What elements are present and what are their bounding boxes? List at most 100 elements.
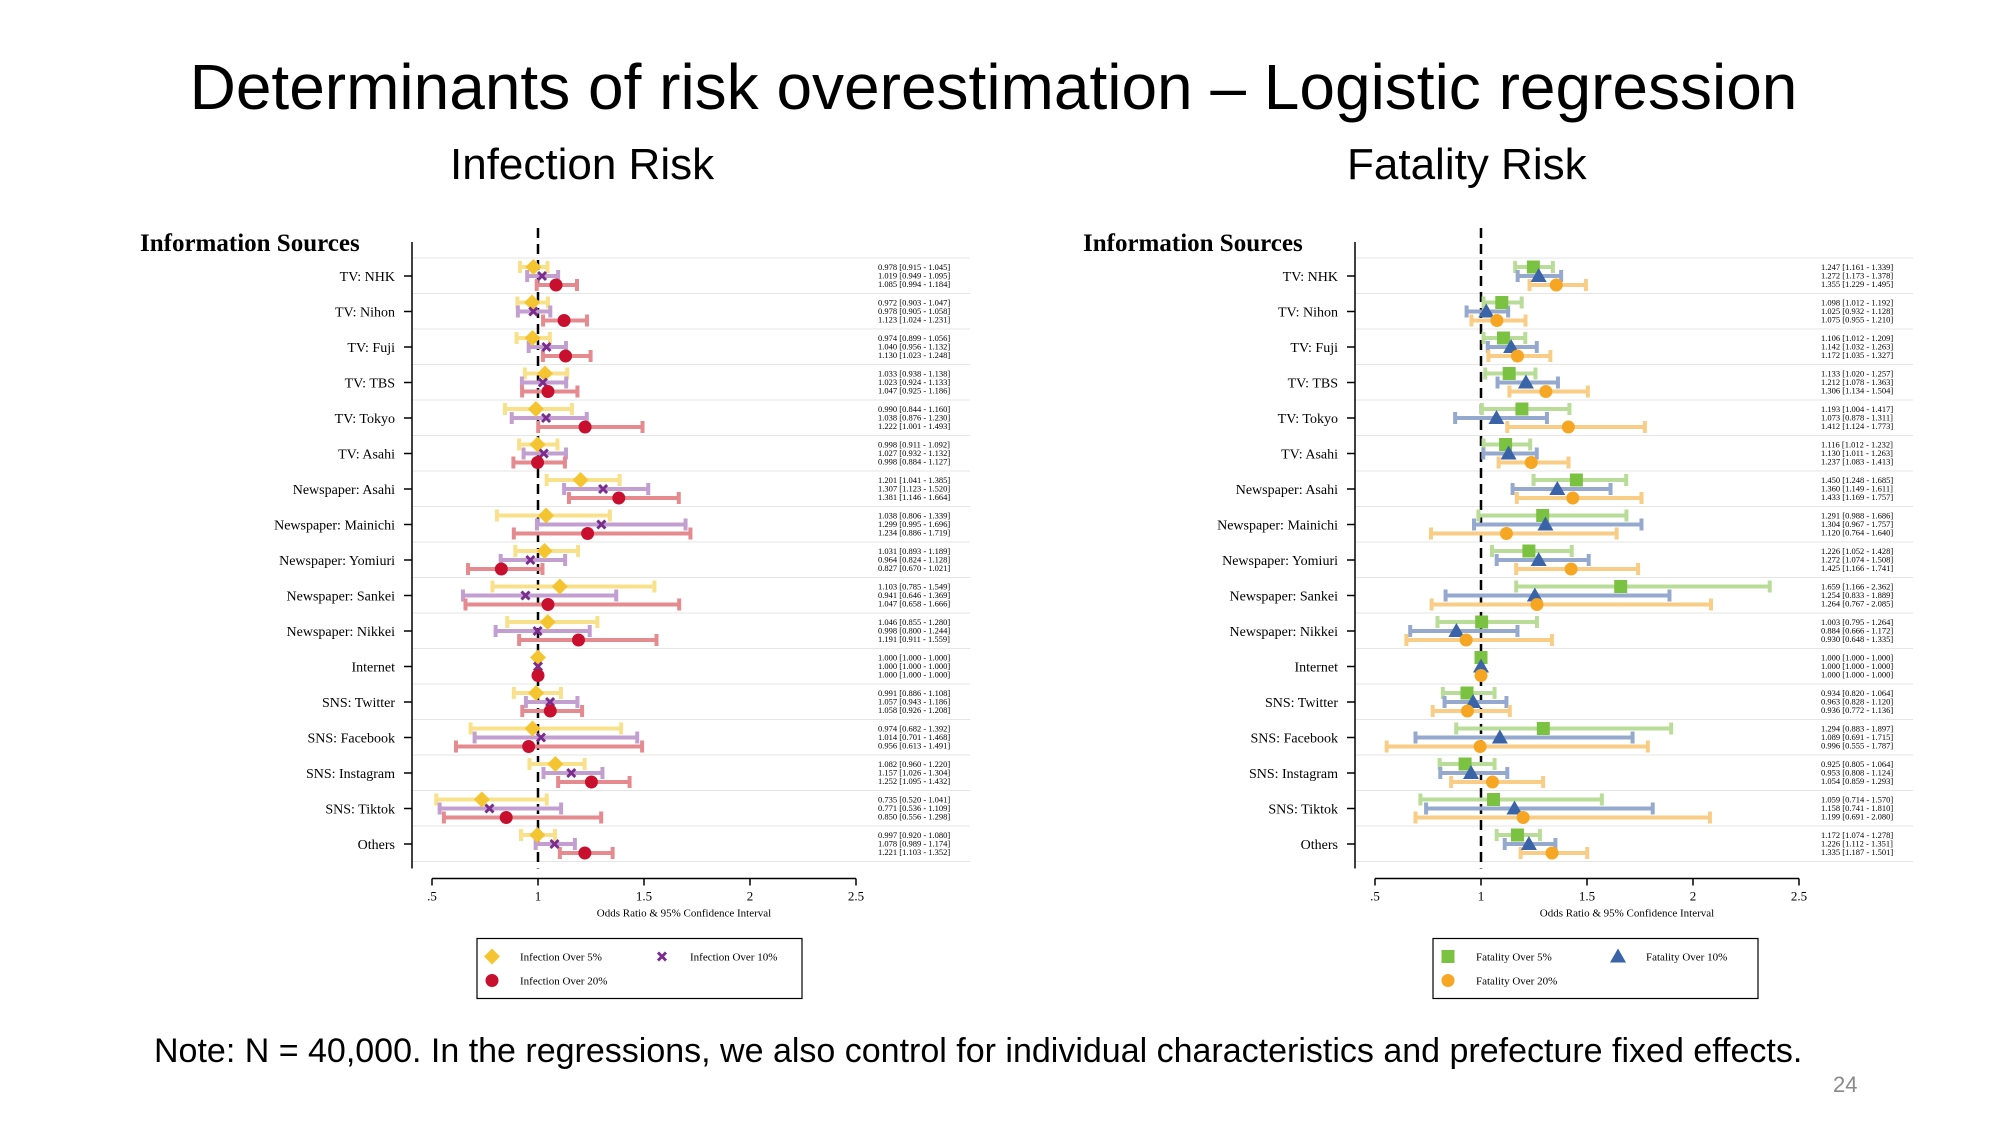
point-marker <box>578 846 592 860</box>
category-label: TV: TBS <box>1288 377 1338 392</box>
ci-text: 1.040 [0.956 - 1.132] <box>878 342 950 352</box>
point-marker <box>1539 385 1553 398</box>
point-marker <box>549 278 563 292</box>
ci-text: 0.930 [0.648 - 1.335] <box>1821 634 1893 644</box>
chart-title-fatality: Fatality Risk <box>1347 140 1587 189</box>
category-label: Newspaper: Mainichi <box>274 519 395 534</box>
x-tick-label: 2.5 <box>848 889 864 904</box>
point-marker <box>1448 623 1465 637</box>
y-axis-title: Information Sources <box>1083 230 1303 257</box>
ci-text: 0.936 [0.772 - 1.136] <box>1821 705 1893 715</box>
chart-title-infection: Infection Risk <box>450 140 715 189</box>
point-marker <box>520 590 531 601</box>
category-label: TV: Nihon <box>1278 306 1338 321</box>
ci-text: 1.433 [1.169 - 1.757] <box>1821 492 1893 502</box>
ci-text: 0.998 [0.884 - 1.127] <box>878 457 950 467</box>
ci-text: 0.974 [0.682 - 1.392] <box>878 724 950 734</box>
x-tick-label: 1.5 <box>1579 889 1595 904</box>
ci-text: 1.054 [0.859 - 1.293] <box>1821 776 1893 786</box>
ci-text: 1.212 [1.078 - 1.363] <box>1821 377 1893 387</box>
ci-text: 0.991 [0.886 - 1.108] <box>878 688 950 698</box>
point-marker <box>1561 420 1575 434</box>
ci-text: 1.172 [1.074 - 1.278] <box>1821 830 1893 840</box>
ci-text: 1.252 [1.095 - 1.432] <box>878 776 950 786</box>
point-marker <box>1614 580 1628 593</box>
point-marker <box>1496 331 1510 345</box>
point-marker <box>1502 367 1516 380</box>
point-marker <box>1485 775 1499 789</box>
ci-text: 1.254 [0.833 - 1.889] <box>1821 590 1893 600</box>
point-marker <box>541 385 555 398</box>
ci-text: 1.381 [1.146 - 1.664] <box>878 492 950 502</box>
point-marker <box>1459 633 1473 647</box>
ci-text: 1.193 [1.004 - 1.417] <box>1821 404 1893 414</box>
point-marker <box>1473 658 1489 673</box>
ci-text: 1.038 [0.876 - 1.230] <box>878 413 950 423</box>
point-marker <box>494 562 508 576</box>
point-marker <box>1499 527 1513 540</box>
legend-marker <box>1441 950 1455 963</box>
category-label: SNS: Facebook <box>308 732 396 747</box>
ci-text: 1.133 [1.020 - 1.257] <box>1821 369 1893 379</box>
ci-text: 1.025 [0.932 - 1.128] <box>1821 306 1893 316</box>
point-marker <box>584 775 598 789</box>
point-marker <box>1495 296 1509 309</box>
point-marker <box>1566 491 1580 505</box>
point-marker <box>1510 828 1524 842</box>
category-label: TV: Tokyo <box>1278 412 1338 427</box>
point-marker <box>1522 544 1536 558</box>
point-marker <box>1475 615 1489 629</box>
ci-text: 1.000 [1.000 - 1.000] <box>1821 653 1893 663</box>
point-marker <box>572 472 589 488</box>
ci-text: 1.304 [0.967 - 1.757] <box>1821 519 1893 529</box>
infection-risk-chart: Information Sources TV: NHK TV: Nihon TV: F… <box>140 228 970 1000</box>
point-marker <box>524 330 541 346</box>
point-marker <box>1474 651 1488 664</box>
point-marker <box>1506 800 1523 815</box>
point-marker <box>528 306 539 317</box>
ci-text: 1.038 [0.806 - 1.339] <box>878 511 950 521</box>
ci-text: 1.201 [1.041 - 1.385] <box>878 475 950 485</box>
point-marker <box>1491 729 1508 744</box>
point-marker <box>537 377 548 388</box>
ci-text: 1.272 [1.074 - 1.508] <box>1821 555 1893 565</box>
ci-text: 1.033 [0.938 - 1.138] <box>878 369 950 379</box>
point-marker <box>1516 811 1530 824</box>
point-marker <box>578 420 592 434</box>
ci-text: 1.450 [1.248 - 1.685] <box>1821 475 1893 485</box>
ci-text: 1.142 [1.032 - 1.263] <box>1821 342 1893 352</box>
x-tick-label: 2 <box>1690 889 1697 904</box>
point-marker <box>525 259 542 275</box>
ci-text: 1.058 [0.926 - 1.208] <box>878 705 950 715</box>
ci-text: 1.299 [0.995 - 1.696] <box>878 519 950 529</box>
ci-text: 1.264 [0.767 - 2.085] <box>1821 599 1893 609</box>
x-axis-title: Odds Ratio & 95% Confidence Interval <box>597 908 771 920</box>
ci-text: 1.046 [0.855 - 1.280] <box>878 617 950 627</box>
point-marker <box>596 519 607 530</box>
point-marker <box>499 811 513 824</box>
ci-text: 1.059 [0.714 - 1.570] <box>1821 795 1893 805</box>
fatality-risk-chart: Information Sources TV: NHK TV: Nihon TV: F… <box>1083 228 1913 1000</box>
ci-text: 1.307 [1.123 - 1.520] <box>878 484 950 494</box>
point-marker <box>549 838 560 850</box>
category-label: SNS: Facebook <box>1251 732 1339 747</box>
point-marker <box>541 598 555 611</box>
point-marker <box>536 543 553 559</box>
point-marker <box>551 578 568 595</box>
category-label: Newspaper: Nikkei <box>287 625 396 640</box>
point-marker <box>1524 456 1538 469</box>
category-label: Newspaper: Sankei <box>1230 590 1339 605</box>
category-label: Newspaper: Asahi <box>1236 483 1338 498</box>
ci-text: 0.972 [0.903 - 1.047] <box>878 298 950 308</box>
point-marker <box>529 827 546 843</box>
point-marker <box>612 491 626 505</box>
legend-marker <box>1441 974 1455 987</box>
category-label: TV: NHK <box>1283 270 1338 285</box>
ci-text: 0.956 [0.613 - 1.491] <box>878 741 950 751</box>
ci-text: 1.272 [1.173 - 1.378] <box>1821 271 1893 281</box>
point-marker <box>1474 669 1488 682</box>
point-marker <box>524 294 541 311</box>
ci-text: 0.998 [0.800 - 1.244] <box>878 626 950 636</box>
point-marker <box>1500 445 1517 460</box>
ci-text: 1.103 [0.785 - 1.549] <box>878 582 950 592</box>
